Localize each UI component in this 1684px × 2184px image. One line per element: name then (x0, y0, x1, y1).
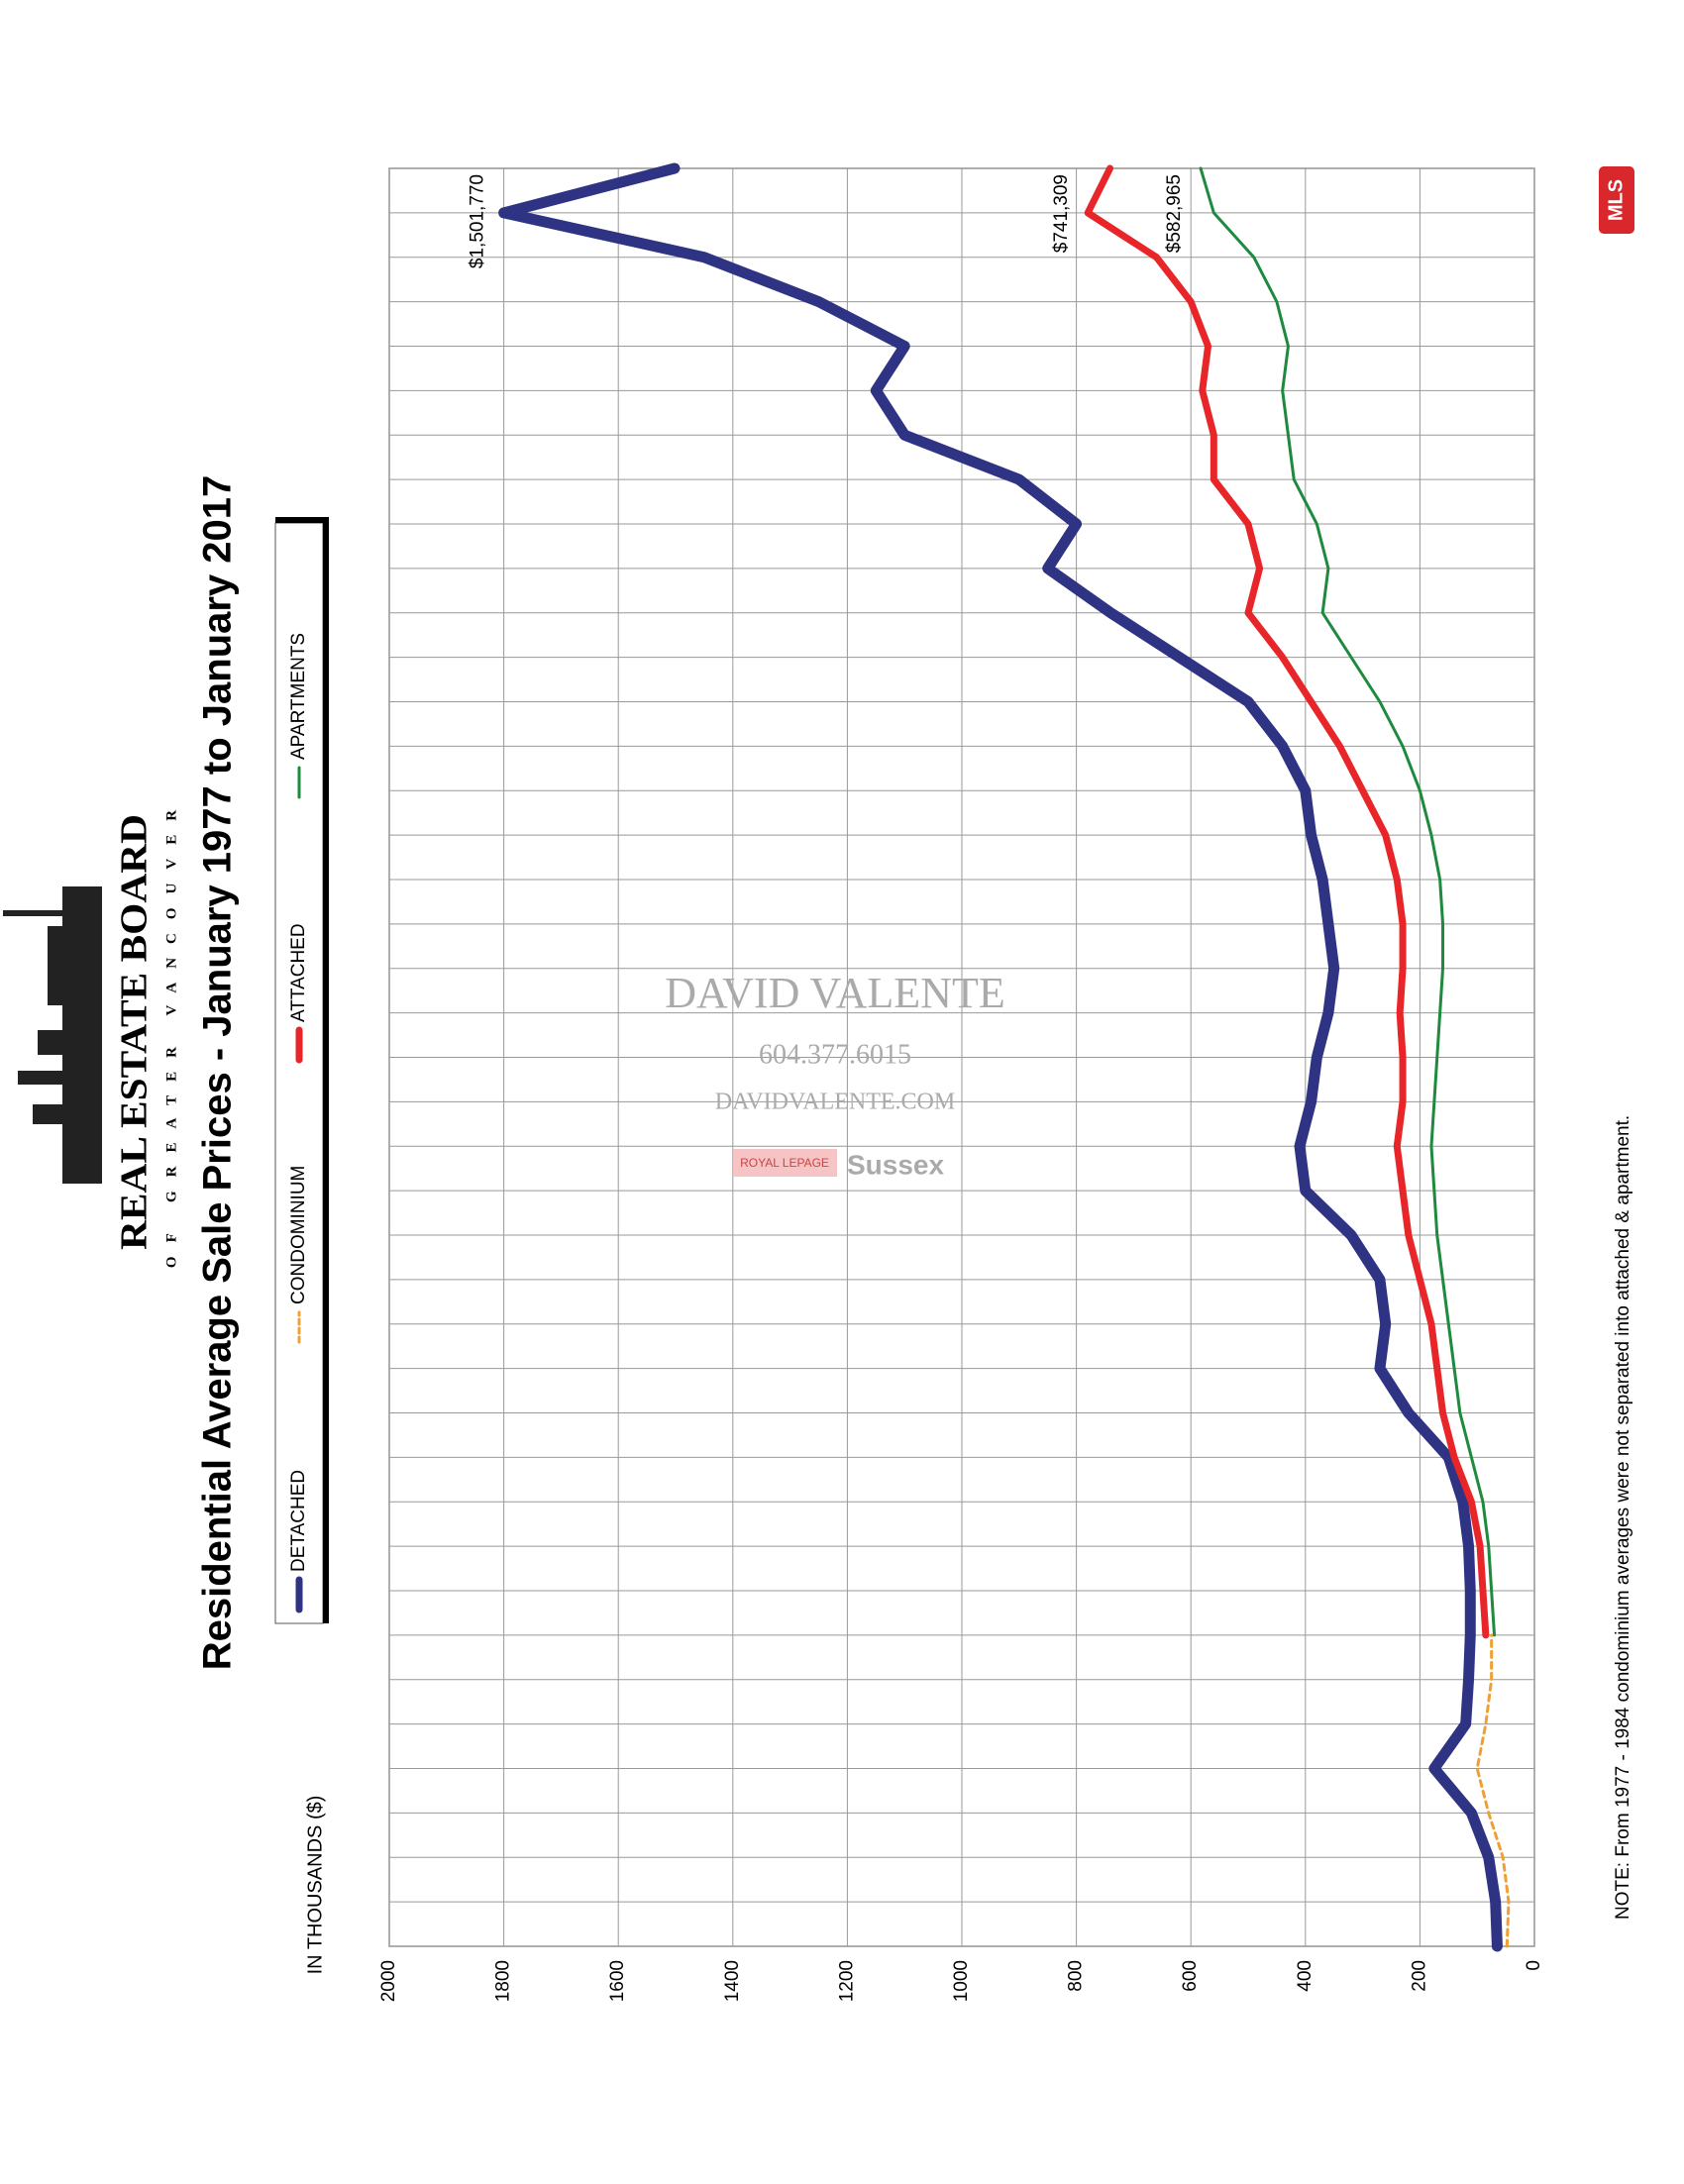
mls-text: MLS (1605, 179, 1627, 221)
watermark-phone: 604.377.6015 (759, 1039, 911, 1070)
value-label: $582,965 (1164, 174, 1185, 253)
legend-shadow (275, 517, 329, 1623)
brokerage-logo (733, 1149, 837, 1177)
series-line (1084, 164, 1490, 1639)
y-tick-label: 800 (1066, 1960, 1087, 1992)
legend-label: DETACHED (288, 1470, 309, 1572)
legend-label: APARTMENTS (288, 633, 309, 760)
legend-label: CONDOMINIUM (288, 1166, 309, 1304)
skyline-tower (48, 926, 62, 1005)
note: NOTE: From 1977 - 1984 condominium avera… (1613, 1115, 1633, 1920)
y-tick-label: 1000 (951, 1960, 972, 2002)
y-tick-label: 600 (1180, 1960, 1201, 1992)
value-label: $1,501,770 (468, 174, 488, 268)
value-label: $741,309 (1051, 174, 1072, 253)
y-tick-label: 400 (1295, 1960, 1316, 1992)
skyline-mast (3, 910, 62, 916)
rotated-chart: Residential Average Sale Prices - Januar… (3, 162, 1633, 2002)
skyline-tower (33, 1104, 62, 1124)
series-line (1475, 1633, 1511, 1948)
logo-name: REAL ESTATE BOARD (114, 814, 156, 1250)
mls-logo (1599, 166, 1634, 234)
y-tick-label: 1600 (607, 1960, 628, 2002)
chart-title: Residential Average Sale Prices - Januar… (196, 475, 240, 1671)
brokerage: ROYAL LEPAGE (740, 1156, 829, 1170)
y-tick-label: 1200 (836, 1960, 857, 2002)
y-tick-label: 2000 (378, 1960, 399, 2002)
y-axis-label: IN THOUSANDS ($) (304, 1796, 326, 1975)
series-line (1199, 166, 1497, 1637)
y-tick-label: 1400 (722, 1960, 743, 2002)
watermark-site: DAVIDVALENTE.COM (715, 1090, 955, 1115)
skyline-base (62, 886, 102, 1184)
series-line (498, 162, 1503, 1952)
legend-label: ATTACHED (288, 923, 309, 1022)
skyline-tower (18, 1071, 62, 1085)
logo-sub: OF GREATER VANCOUVER (163, 796, 179, 1268)
skyline-tower (38, 1030, 62, 1055)
y-tick-label: 1800 (493, 1960, 514, 2002)
skyline (3, 886, 102, 1184)
y-tick-label: 200 (1409, 1960, 1429, 1992)
office: Sussex (847, 1149, 944, 1180)
y-tick-label: 0 (1524, 1960, 1544, 1971)
watermark-name: DAVID VALENTE (665, 969, 1004, 1017)
